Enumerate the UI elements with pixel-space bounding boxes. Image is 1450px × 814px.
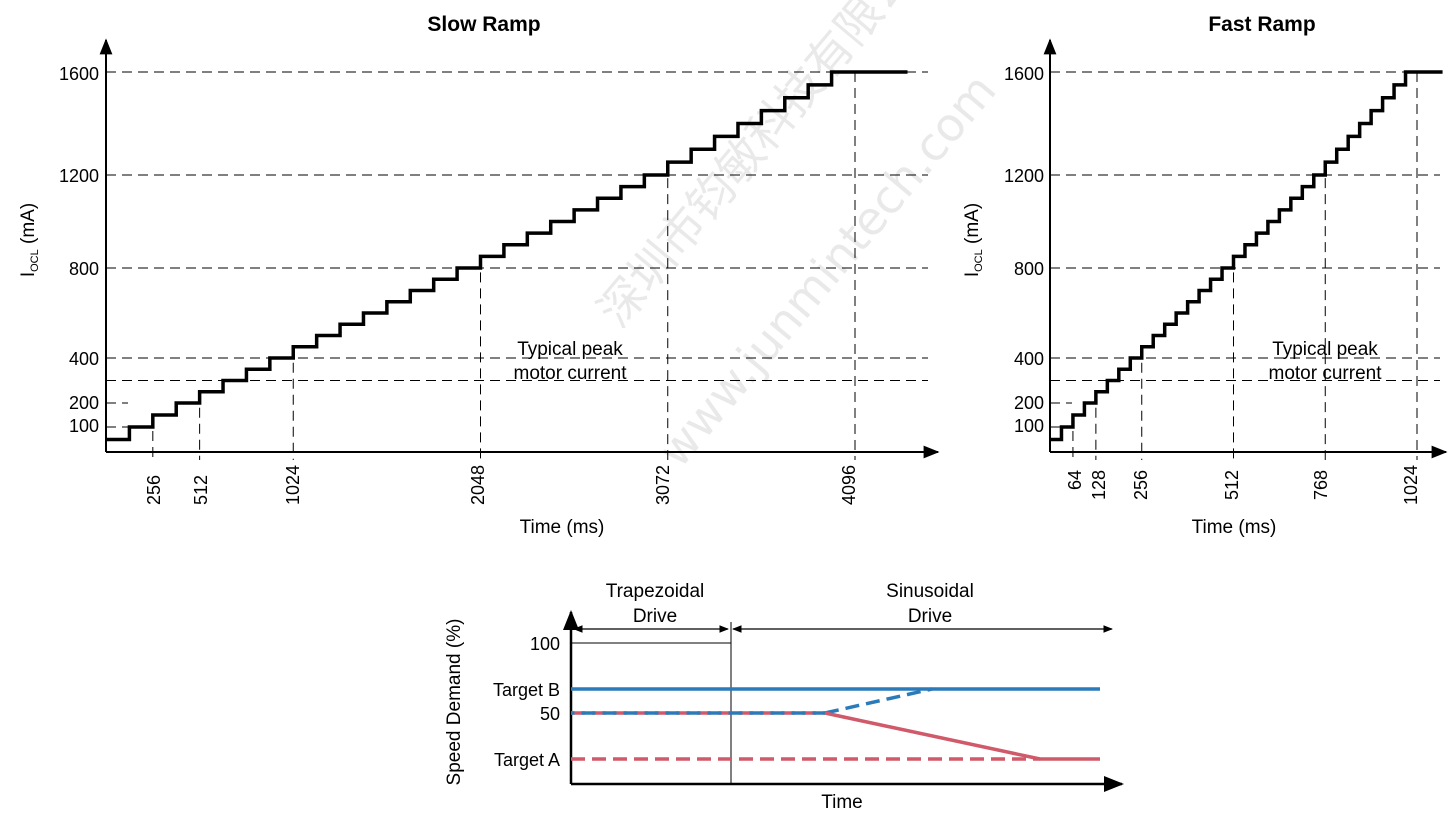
speed-y-tick-50: 50 <box>540 704 560 724</box>
fast-y-tick-1600: 1600 <box>1004 64 1044 84</box>
slow-annotation-line1: Typical peak <box>517 339 623 360</box>
slow-ramp-series <box>106 70 908 442</box>
speed-y-tick-target-a: Target A <box>494 750 560 770</box>
sinusoidal-label-line2: Drive <box>908 606 952 627</box>
red-ramp-to-target-a <box>824 711 1041 761</box>
speed-y-tick-100: 100 <box>530 634 560 654</box>
slow-y-tick-1600: 1600 <box>59 64 99 84</box>
trapezoidal-label-line2: Drive <box>633 606 677 627</box>
fast-x-tick-256: 256 <box>1131 470 1151 500</box>
fast-x-tick-128: 128 <box>1089 470 1109 500</box>
fast-annotation-line2: motor current <box>1269 363 1383 384</box>
slow-x-tick-2048: 2048 <box>468 465 488 505</box>
slow-y-tick-100: 100 <box>69 416 99 436</box>
blue-ramp-to-target-b <box>824 687 933 715</box>
fast-y-tick-100: 100 <box>1014 416 1044 436</box>
slow-y-tick-400: 400 <box>69 349 99 369</box>
fast-y-label: IOCL (mA) <box>962 203 985 277</box>
slow-y-label: IOCL (mA) <box>18 203 41 277</box>
slow-x-tick-3072: 3072 <box>653 465 673 505</box>
speed-demand-chart: Trapezoidal Drive Sinusoidal Drive 100 T… <box>444 581 1124 813</box>
fast-x-label: Time (ms) <box>1192 517 1277 538</box>
fast-y-tick-200: 200 <box>1014 393 1044 413</box>
speed-x-label: Time <box>821 792 863 813</box>
slow-y-tick-800: 800 <box>69 259 99 279</box>
slow-y-tick-1200: 1200 <box>59 166 99 186</box>
sinusoidal-label-line1: Sinusoidal <box>886 581 974 602</box>
slow-ramp-title: Slow Ramp <box>427 13 540 36</box>
slow-y-tick-200: 200 <box>69 393 99 413</box>
fast-y-tick-1200: 1200 <box>1004 166 1044 186</box>
fast-annotation-line1: Typical peak <box>1272 339 1378 360</box>
slow-x-label: Time (ms) <box>520 517 605 538</box>
fast-x-tick-768: 768 <box>1311 470 1331 500</box>
slow-annotation-line2: motor current <box>514 363 628 384</box>
speed-y-label: Speed Demand (%) <box>444 619 465 786</box>
slow-x-tick-512: 512 <box>191 475 211 505</box>
fast-x-tick-64: 64 <box>1065 470 1085 490</box>
fast-x-tick-1024: 1024 <box>1401 465 1421 505</box>
speed-y-tick-target-b: Target B <box>493 680 560 700</box>
fast-y-tick-800: 800 <box>1014 259 1044 279</box>
slow-x-tick-256: 256 <box>144 475 164 505</box>
fast-grid <box>1050 71 1440 460</box>
watermark-url: www.junmintech.com <box>647 63 1006 477</box>
fast-x-tick-512: 512 <box>1222 470 1242 500</box>
fast-y-tick-400: 400 <box>1014 349 1044 369</box>
fast-ramp-series <box>1050 70 1443 442</box>
fast-ramp-chart: Fast Ramp 1600 1200 800 400 200 100 64 1… <box>962 13 1448 538</box>
slow-x-tick-4096: 4096 <box>839 465 859 505</box>
fast-ramp-title: Fast Ramp <box>1208 13 1315 36</box>
slow-ramp-chart: Slow Ramp 1600 1200 800 400 200 100 256 … <box>18 13 940 538</box>
slow-x-tick-1024: 1024 <box>283 465 303 505</box>
trapezoidal-label-line1: Trapezoidal <box>606 581 705 602</box>
